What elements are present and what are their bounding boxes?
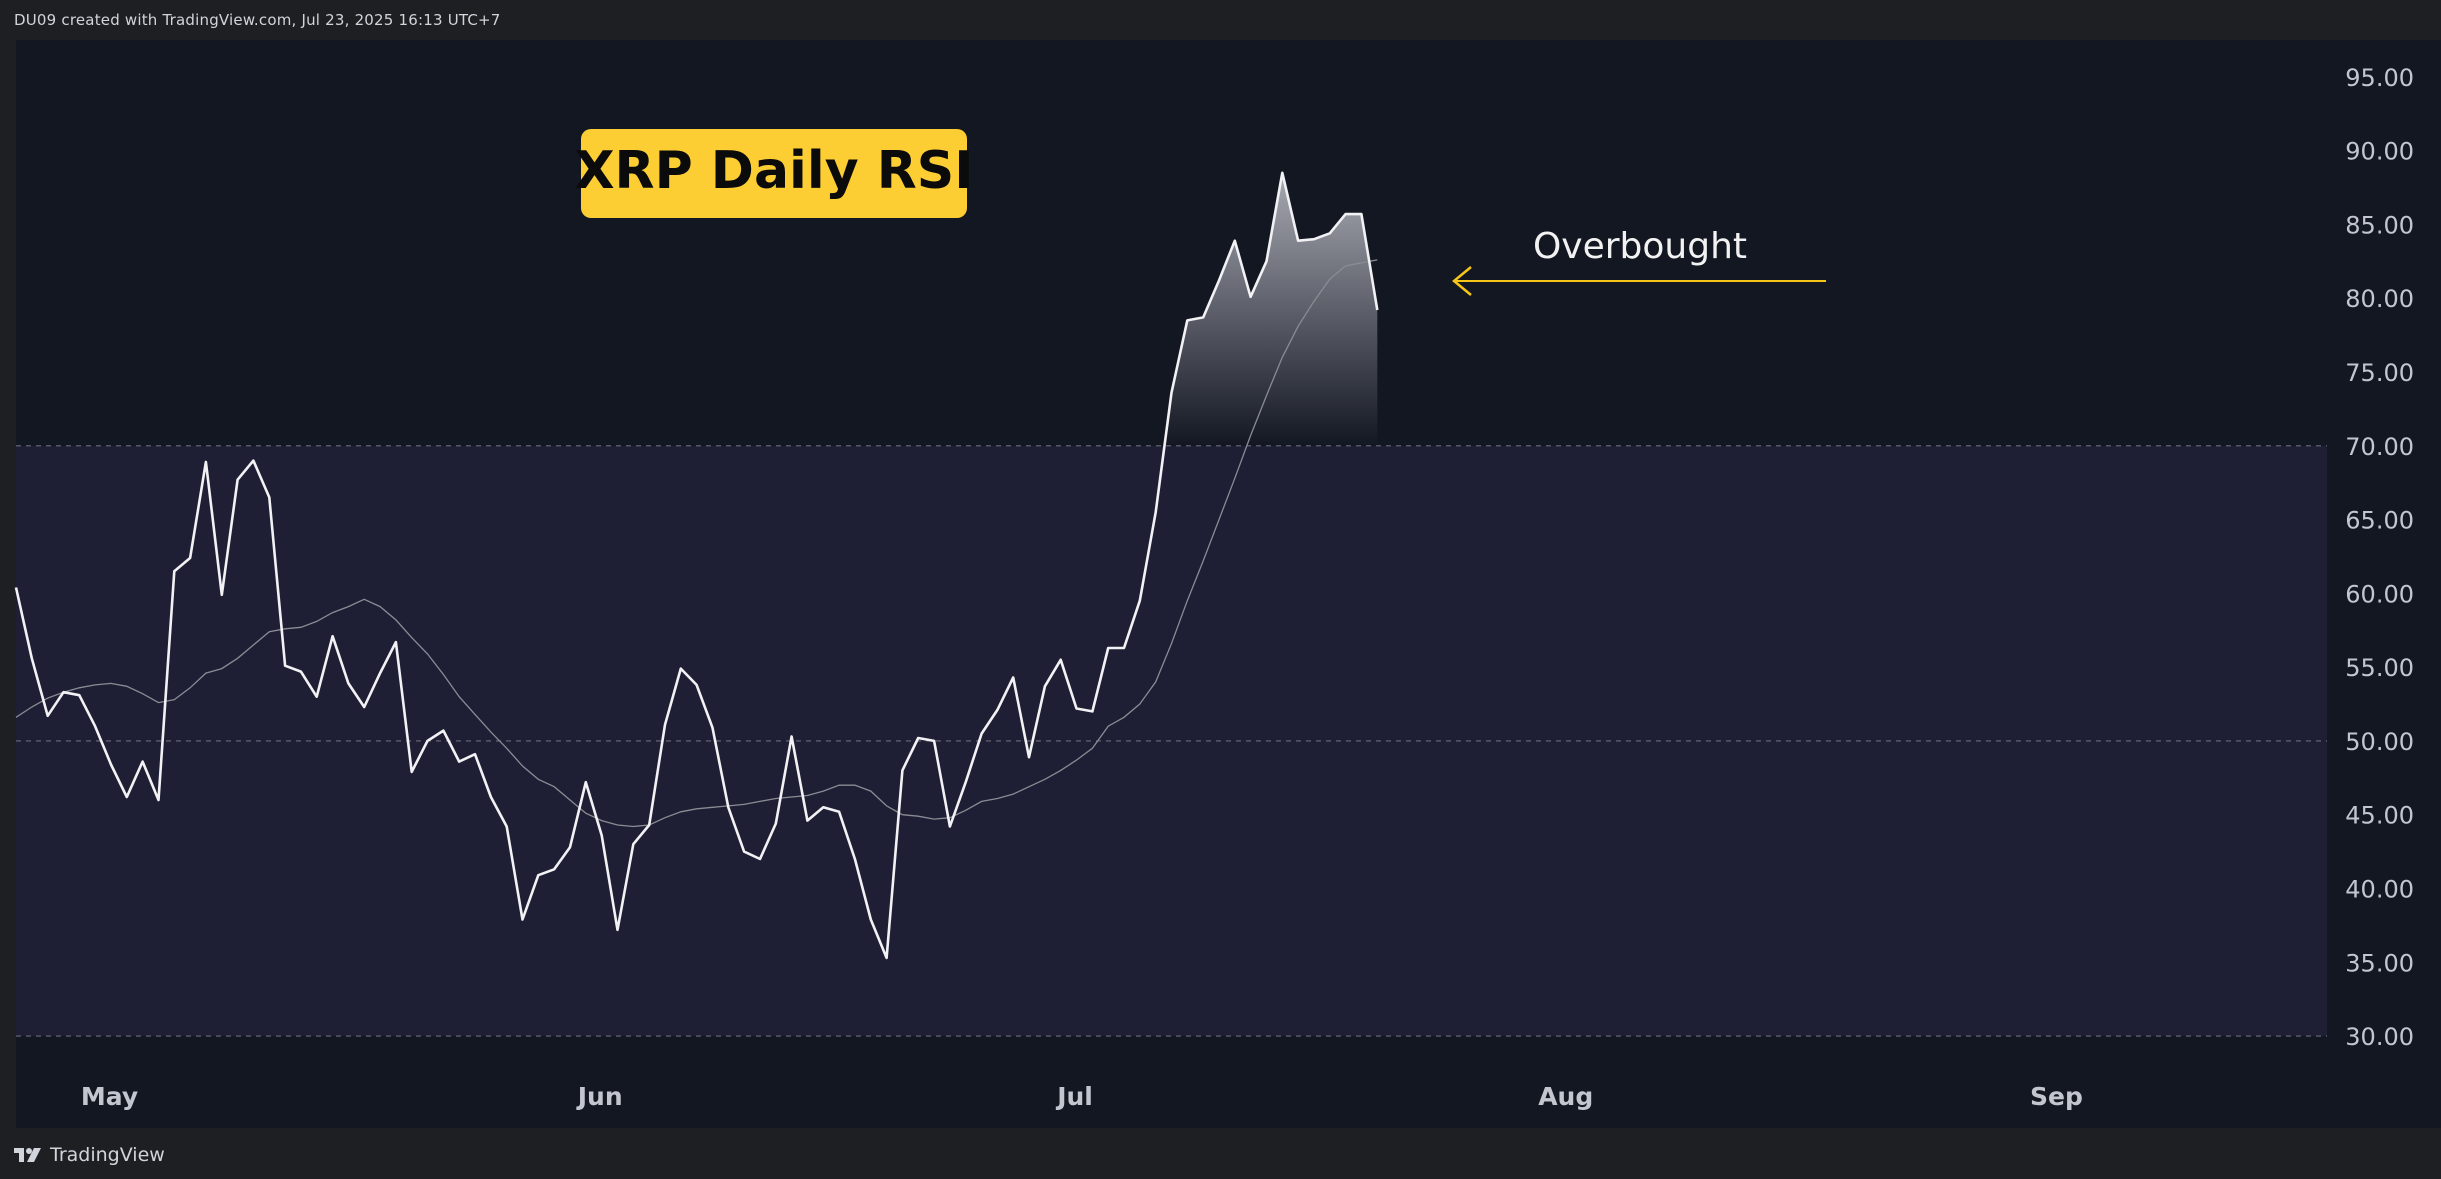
y-tick-label: 50.00 [2345, 728, 2414, 756]
y-tick-label: 80.00 [2345, 285, 2414, 313]
title-box: XRP Daily RSI [574, 129, 974, 218]
arrow-left-icon [1452, 266, 1472, 296]
y-tick-label: 95.00 [2345, 64, 2414, 92]
top-bar: DU09 created with TradingView.com, Jul 2… [0, 0, 2441, 40]
axis-panel-right [2327, 40, 2441, 1128]
y-tick-label: 70.00 [2345, 433, 2414, 461]
y-tick-label: 55.00 [2345, 654, 2414, 682]
chart-credit: DU09 created with TradingView.com, Jul 2… [14, 11, 501, 29]
x-tick-label: Jun [576, 1082, 623, 1111]
footer: TradingView [14, 1142, 165, 1168]
title-background [581, 129, 967, 218]
y-tick-label: 45.00 [2345, 802, 2414, 830]
overbought-label: Overbought [1533, 226, 1747, 267]
y-tick-label: 35.00 [2345, 949, 2414, 977]
y-tick-label: 60.00 [2345, 580, 2414, 608]
overbought-annotation: Overbought [1452, 226, 1826, 296]
y-tick-label: 75.00 [2345, 359, 2414, 387]
rsi-ma-line [15, 259, 1378, 828]
x-tick-label: Jul [1055, 1082, 1093, 1111]
rsi-line [14, 171, 1379, 960]
y-tick-label: 65.00 [2345, 507, 2414, 535]
y-tick-label: 30.00 [2345, 1023, 2414, 1051]
tradingview-logo-icon [14, 1148, 41, 1162]
x-tick-label: Sep [2030, 1082, 2083, 1111]
y-tick-label: 40.00 [2345, 875, 2414, 903]
y-tick-label: 85.00 [2345, 211, 2414, 239]
x-tick-label: Aug [1538, 1082, 1593, 1111]
axis-panel-bottom [16, 1070, 2327, 1128]
x-tick-label: May [81, 1082, 138, 1111]
y-tick-label: 90.00 [2345, 138, 2414, 166]
tradingview-brand: TradingView [50, 1144, 165, 1166]
chart-title: XRP Daily RSI [574, 141, 973, 201]
overbought-fill [1164, 172, 1378, 446]
rsi-band-background [16, 445, 2327, 1037]
